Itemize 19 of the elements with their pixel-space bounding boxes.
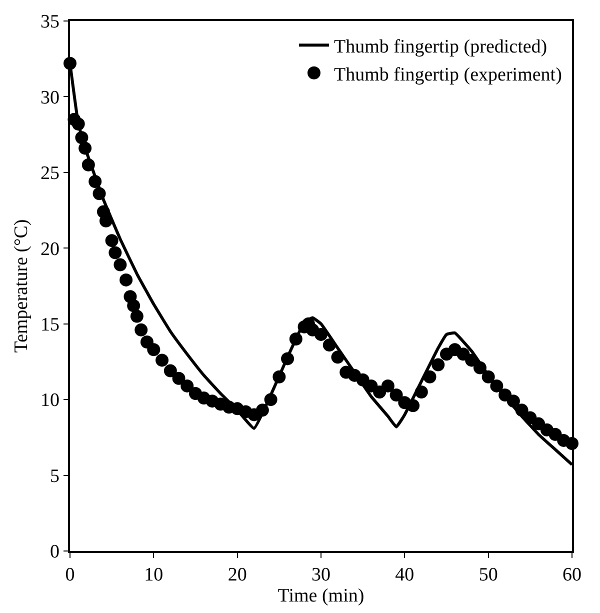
x-tick-label: 20 xyxy=(228,564,247,586)
y-tick-label: 0 xyxy=(50,542,60,563)
x-tick-label: 0 xyxy=(65,564,75,586)
y-tick-label: 10 xyxy=(40,390,60,412)
x-tick-label: 40 xyxy=(395,564,414,586)
legend-label: Thumb fingertip (experiment) xyxy=(334,64,562,86)
legend-label: Thumb fingertip (predicted) xyxy=(334,36,548,58)
x-axis-title: Time (min) xyxy=(278,586,364,607)
y-axis-title: Temperature (°C) xyxy=(10,219,32,353)
y-tick-label: 15 xyxy=(40,314,60,336)
x-tick-label: 30 xyxy=(312,564,330,586)
y-tick-label: 25 xyxy=(40,163,60,184)
x-tick-label: 10 xyxy=(144,564,164,586)
y-tick-label: 5 xyxy=(50,466,60,487)
x-tick-label: 60 xyxy=(562,564,582,586)
y-tick-label: 20 xyxy=(40,238,60,260)
x-tick-label: 50 xyxy=(478,564,498,586)
y-tick-label: 35 xyxy=(40,12,60,33)
y-tick-label: 30 xyxy=(40,87,60,108)
